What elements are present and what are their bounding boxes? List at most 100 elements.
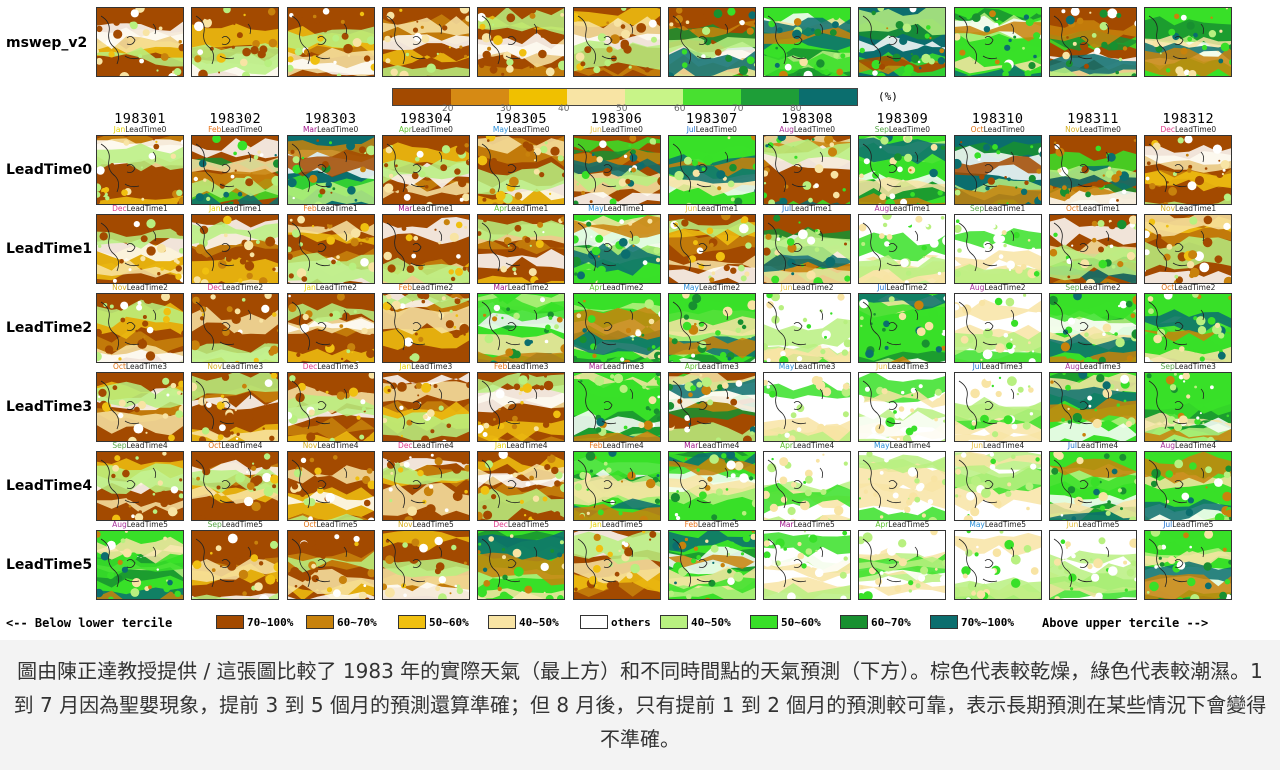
forecast-panel [953,214,1042,284]
lead-time-tag: LeadTime1 [791,204,833,213]
panel-subtitle: SepLeadTime2 [1049,283,1137,292]
lead-time-tag: LeadTime4 [602,441,644,450]
forecast-comparison-figure: mswep_v2 198301 198302 198303 198304 198305 19… [6,7,1233,630]
init-month-label: Sep [1065,283,1080,292]
panel-subtitle: JulLeadTime0 [668,125,756,134]
lead-time-tag: LeadTime2 [221,283,264,292]
forecast-panel [858,293,947,363]
panel-subtitle: JunLeadTime0 [573,125,661,134]
panel-subtitle: JanLeadTime3 [382,362,470,371]
lead-time-tag: LeadTime5 [126,520,168,529]
forecast-panel [858,372,947,442]
panel-subtitle: MayLeadTime4 [858,441,946,450]
init-month-label: Feb [493,362,508,371]
lead-time-tag: LeadTime1 [984,204,1026,213]
init-month-label: Jan [590,520,602,529]
lead-time-tag: LeadTime5 [1172,520,1214,529]
lead-time-tag: LeadTime5 [793,520,835,529]
lead-time-tag: LeadTime4 [982,441,1025,450]
init-month-label: Dec [302,362,318,371]
init-month-label: Nov [1065,125,1080,134]
panel-subtitle: MarLeadTime4 [668,441,756,450]
forecast-panel [858,530,947,600]
panel-subtitle: MayLeadTime1 [573,204,661,213]
forecast-panel [667,451,756,521]
month-column-label: 198305 [495,111,548,127]
init-month-label: Mar [684,441,699,450]
forecast-panel [286,451,375,521]
month-column-label: 198309 [876,111,929,127]
panel-subtitle: NovLeadTime1 [1144,204,1232,213]
forecast-panel [381,293,470,363]
legend-swatch-label: 70%~100% [961,616,1014,629]
init-month-label: Nov [302,441,318,450]
init-month-label: Oct [970,125,984,134]
panel-subtitle: JunLeadTime1 [668,204,756,213]
panel-subtitle: JanLeadTime1 [191,204,279,213]
forecast-panel [96,451,184,521]
lead-time-tag: LeadTime1 [126,204,168,213]
init-month-label: Mar [302,125,318,134]
forecast-panel [96,135,184,205]
lead-time-tag: LeadTime0 [888,125,931,134]
init-month-label: Jun [780,283,793,292]
lead-time-tag: LeadTime0 [695,125,737,134]
month-column-label: 198308 [781,111,833,127]
forecast-panel [667,214,756,284]
panel-subtitle: DecLeadTime2 [191,283,279,292]
lead-time-tag: LeadTime4 [1175,441,1217,450]
forecast-panel [763,135,852,205]
init-month-label: Jan [304,283,316,292]
figure-caption: 圖由陳正達教授提供 / 這張圖比較了 1983 年的實際天氣（最上方）和不同時間… [0,640,1280,770]
panel-subtitle: SepLeadTime1 [954,204,1042,213]
legend-swatch [488,615,516,629]
panel-subtitle: AugLeadTime5 [96,520,184,529]
forecast-panel [1144,451,1233,521]
forecast-panel [1049,530,1137,600]
observation-panel [191,7,280,77]
panel-subtitle: MarLeadTime2 [477,283,565,292]
colorbar-unit: (%) [878,90,898,103]
forecast-panel [1049,372,1137,442]
forecast-panel [953,135,1042,205]
panel-subtitle: JunLeadTime2 [763,283,851,292]
lead-time-tag: LeadTime4 [889,441,931,450]
forecast-panel [763,372,852,442]
lead-time-tag: LeadTime0 [508,125,550,134]
colorbar-tick-label: 70 [732,104,744,114]
colorbar-tick-label: 50 [616,104,628,114]
lead-time-tag: LeadTime2 [411,283,454,292]
panel-subtitle: FebLeadTime4 [573,441,661,450]
lead-time-tag: LeadTime3 [981,362,1023,371]
forecast-panel [381,214,470,284]
forecast-panel [96,293,184,363]
forecast-panel [667,530,756,600]
forecast-panel [381,530,470,600]
panel-subtitle: JunLeadTime5 [1049,520,1137,529]
forecast-panel [96,530,184,600]
panel-subtitle: FebLeadTime5 [668,520,756,529]
colorbar-cell [683,89,741,105]
legend-swatch-label: 50~60% [429,616,469,629]
colorbar-cell [509,89,567,105]
panel-subtitle: OctLeadTime4 [191,441,279,450]
observation-panel [572,7,661,77]
lead-time-tag: LeadTime3 [1079,362,1121,371]
lead-time-tag: LeadTime3 [125,362,168,371]
lead-time-tag: LeadTime5 [412,520,454,529]
lead-time-tag: LeadTime5 [984,520,1027,529]
below-tercile-label: <-- Below lower tercile [6,616,173,630]
row-label-leadtime5: LeadTime5 [6,557,93,573]
forecast-panel [1049,135,1137,205]
panel-subtitle: NovLeadTime4 [287,441,375,450]
init-month-label: Jan [113,125,126,134]
lead-time-tag: LeadTime0 [317,125,359,134]
init-month-label: Apr [780,441,793,450]
legend-swatch [216,615,244,629]
colorbar-cell [625,89,683,105]
panel-subtitle: AugLeadTime4 [1144,441,1232,450]
forecast-panel [858,451,947,521]
panel-subtitle: NovLeadTime2 [96,283,184,292]
caption-text: 圖由陳正達教授提供 / 這張圖比較了 1983 年的實際天氣（最上方）和不同時間… [13,659,1267,751]
panel-subtitle: MayLeadTime5 [954,520,1042,529]
